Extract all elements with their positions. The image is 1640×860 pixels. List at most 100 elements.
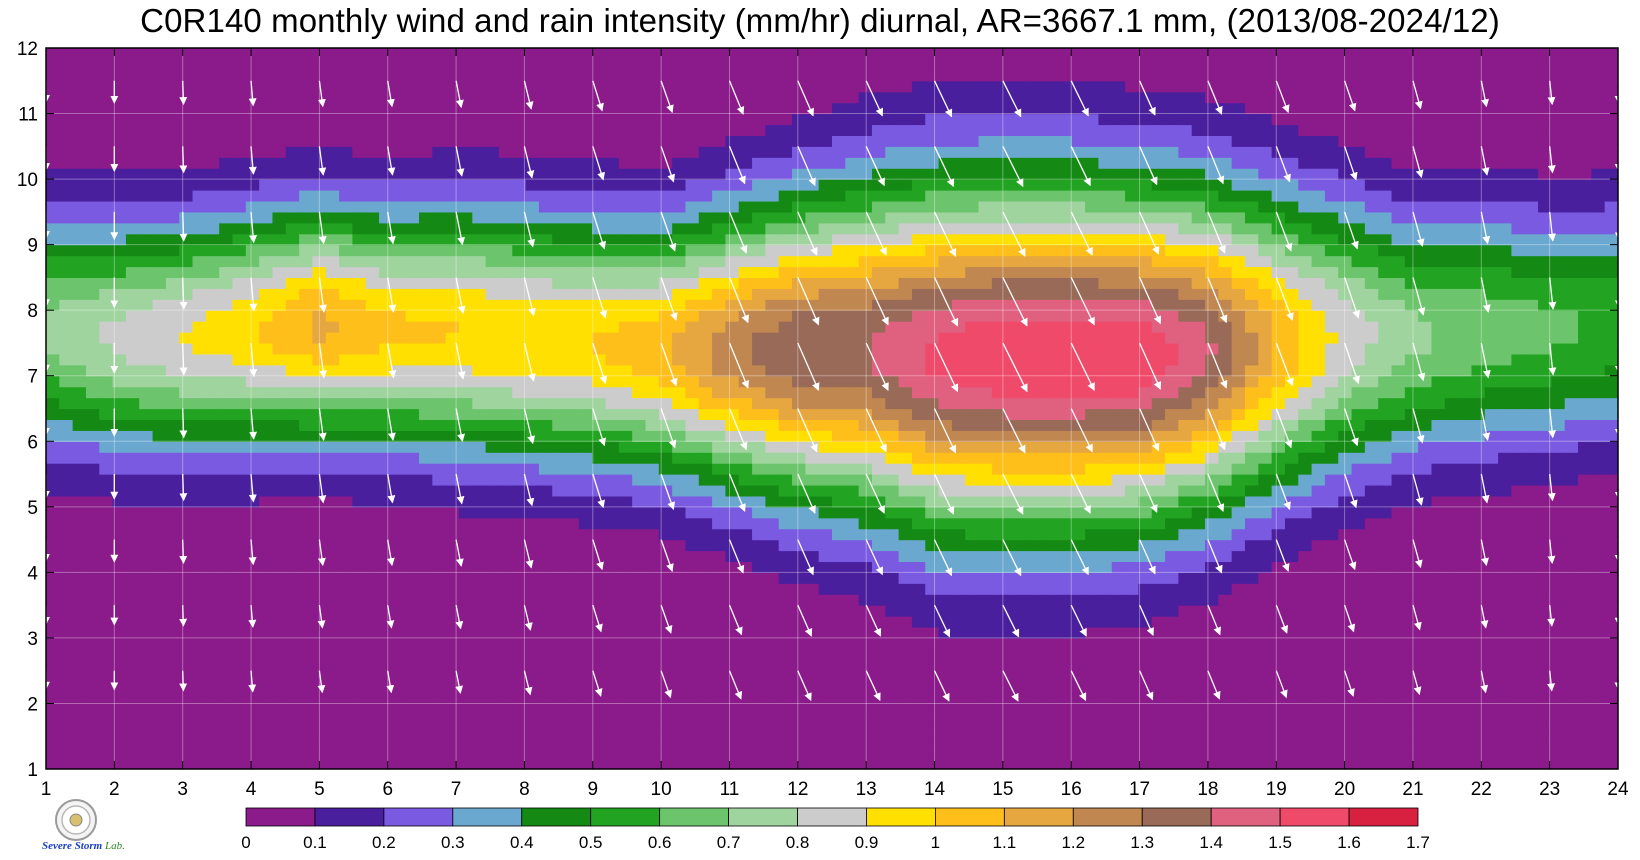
contour-cell	[219, 222, 234, 235]
contour-cell	[259, 452, 274, 464]
contour-cell	[1045, 714, 1060, 726]
contour-cell	[46, 714, 60, 726]
contour-cell	[778, 583, 793, 595]
contour-cell	[205, 190, 220, 202]
contour-cell	[405, 179, 420, 191]
contour-cell	[219, 135, 234, 147]
contour-cell	[525, 670, 540, 683]
contour-cell	[698, 113, 713, 126]
contour-cell	[472, 408, 487, 421]
contour-cell	[858, 113, 873, 126]
contour-cell	[538, 550, 553, 563]
contour-cell	[672, 637, 687, 650]
contour-cell	[485, 714, 500, 726]
contour-cell	[605, 594, 620, 606]
contour-cell	[259, 310, 274, 322]
contour-cell	[565, 386, 580, 399]
contour-cell	[738, 386, 753, 399]
contour-cell	[685, 583, 700, 595]
contour-cell	[46, 364, 60, 377]
contour-cell	[498, 102, 513, 115]
contour-cell	[658, 135, 673, 147]
contour-cell	[59, 353, 74, 366]
contour-cell	[618, 299, 633, 311]
contour-cell	[312, 648, 327, 661]
contour-cell	[139, 703, 154, 715]
contour-cell	[792, 637, 806, 650]
contour-cell	[645, 474, 660, 486]
contour-cell	[578, 266, 593, 278]
contour-cell	[658, 200, 673, 213]
contour-cell	[445, 211, 460, 224]
contour-cell	[725, 190, 740, 202]
contour-cell	[512, 670, 527, 683]
contour-cell	[1005, 321, 1020, 333]
contour-cell	[951, 244, 966, 257]
contour-cell	[911, 747, 926, 759]
contour-cell	[712, 113, 727, 126]
contour-cell	[938, 266, 953, 278]
contour-cell	[885, 353, 900, 366]
contour-cell	[99, 266, 114, 278]
contour-cell	[165, 550, 180, 563]
contour-cell	[765, 539, 780, 552]
contour-cell	[46, 495, 60, 508]
contour-cell	[72, 310, 87, 322]
contour-cell	[978, 397, 993, 410]
contour-cell	[871, 375, 886, 388]
contour-cell	[498, 310, 513, 322]
contour-cell	[885, 703, 900, 715]
contour-cell	[339, 58, 353, 71]
contour-cell	[192, 463, 207, 475]
contour-cell	[645, 441, 660, 453]
contour-cell	[205, 386, 220, 399]
contour-cell	[685, 692, 700, 705]
contour-cell	[339, 211, 353, 224]
contour-cell	[125, 211, 140, 224]
contour-cell	[285, 714, 300, 726]
contour-cell	[565, 758, 580, 769]
contour-cell	[898, 157, 913, 169]
contour-cell	[259, 736, 274, 748]
contour-cell	[245, 146, 260, 158]
contour-cell	[272, 91, 287, 104]
contour-cell	[472, 736, 487, 748]
contour-cell	[965, 146, 980, 158]
contour-cell	[951, 255, 966, 268]
contour-cell	[498, 233, 513, 246]
contour-cell	[432, 616, 447, 628]
contour-cell	[991, 255, 1006, 268]
contour-cell	[245, 506, 260, 519]
contour-cell	[632, 200, 647, 213]
contour-cell	[632, 747, 647, 759]
contour-cell	[978, 539, 993, 552]
contour-cell	[525, 681, 540, 694]
contour-cell	[152, 572, 167, 584]
contour-cell	[99, 506, 114, 519]
contour-cell	[1031, 736, 1046, 748]
contour-cell	[832, 91, 846, 104]
contour-cell	[871, 124, 886, 136]
contour-cell	[978, 288, 993, 300]
contour-cell	[272, 484, 287, 497]
contour-cell	[712, 747, 727, 759]
contour-cell	[565, 408, 580, 421]
contour-cell	[712, 419, 727, 431]
contour-cell	[712, 299, 727, 311]
contour-cell	[951, 528, 966, 541]
contour-cell	[85, 113, 100, 126]
contour-cell	[139, 517, 154, 530]
contour-cell	[285, 561, 300, 573]
contour-cell	[578, 703, 593, 715]
contour-cell	[832, 80, 846, 93]
contour-cell	[259, 321, 274, 333]
contour-cell	[299, 714, 314, 726]
contour-cell	[152, 637, 167, 650]
contour-cell	[645, 321, 660, 333]
contour-cell	[538, 747, 553, 759]
contour-cell	[365, 495, 380, 508]
contour-cell	[991, 408, 1006, 421]
contour-cell	[592, 58, 607, 71]
contour-cell	[392, 321, 407, 333]
contour-cell	[165, 124, 180, 136]
